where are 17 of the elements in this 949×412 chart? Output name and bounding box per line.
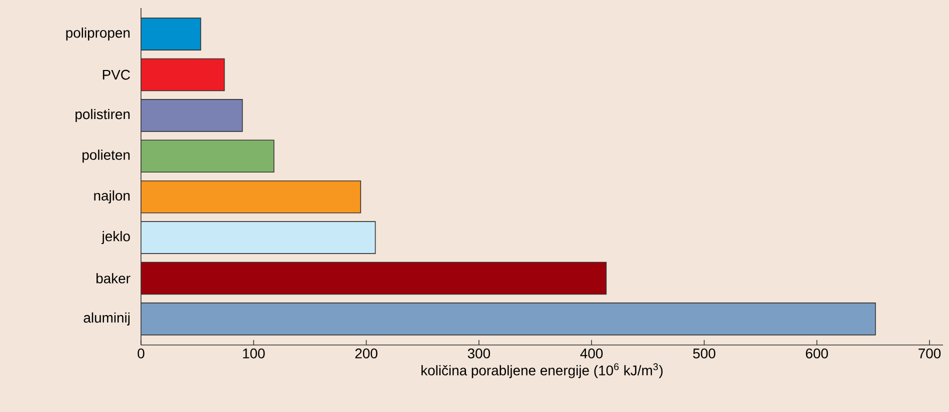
x-tick-label: 600 <box>806 348 828 358</box>
y-tick-label: jeklo <box>101 231 130 244</box>
y-tick-label: PVC <box>102 70 130 80</box>
x-tick-label: 0 <box>138 348 144 358</box>
y-tick-label: najlon <box>94 190 130 204</box>
x-axis-title: količina porabljene energije (10$^{6}$ kJ/m$^{3}$) <box>422 363 663 378</box>
x-tick-label: 100 <box>243 348 265 358</box>
y-tick-label: aluminij <box>84 312 130 326</box>
x-tick-label: 700 <box>918 348 941 358</box>
x-tick-label: 200 <box>355 348 378 358</box>
y-tick-label: polieten <box>82 150 130 163</box>
x-tick-label: 500 <box>693 348 716 358</box>
y-tick-label: polistiren <box>76 108 130 122</box>
y-tick-label: polipropen <box>66 28 130 41</box>
x-tick-label: 300 <box>468 348 490 358</box>
x-tick-label: 400 <box>580 348 603 358</box>
y-tick-label: baker <box>96 273 130 284</box>
